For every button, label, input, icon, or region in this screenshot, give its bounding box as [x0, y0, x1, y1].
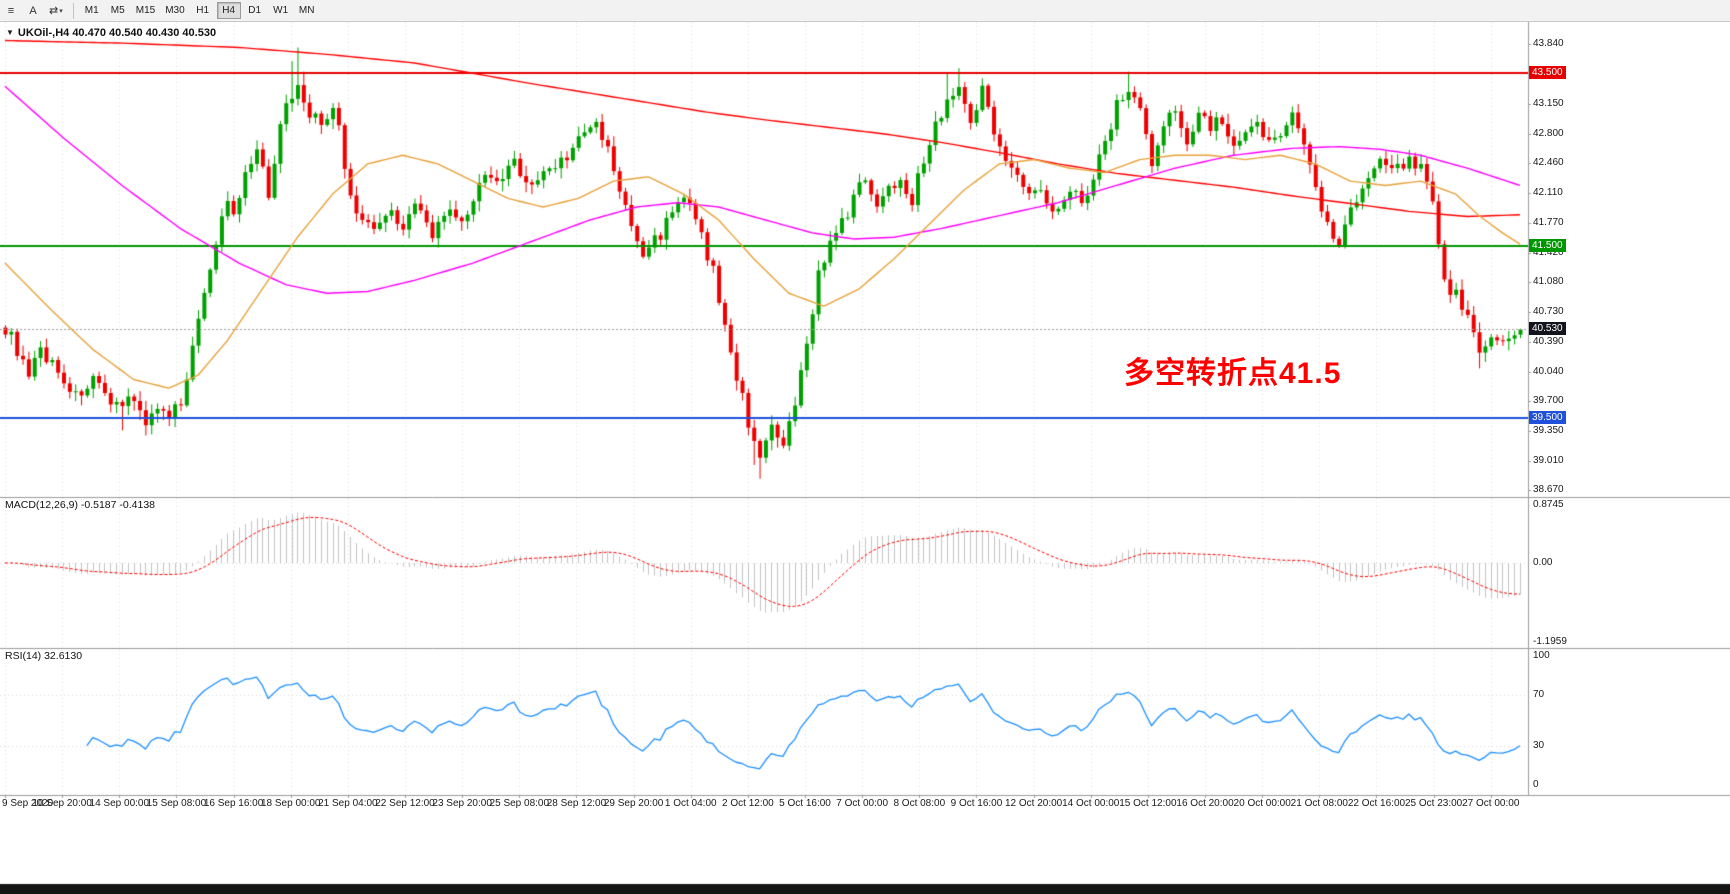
toolbar-separator: [72, 2, 74, 19]
chart-bars-icon[interactable]: ≡: [1, 2, 21, 20]
timeframe-button-h4[interactable]: H4: [216, 2, 241, 19]
timeframe-button-w1[interactable]: W1: [269, 2, 293, 19]
toolbar: ≡ A ⇄ ▾ M1 M5 M15 M30 H1 H4 D1 W1 MN: [0, 0, 1730, 22]
timeframe-button-group: M1 M5 M15 M30 H1 H4 D1 W1 MN: [79, 0, 320, 21]
price-chart-canvas[interactable]: [0, 22, 1730, 894]
chevron-down-icon: ▾: [59, 7, 63, 15]
timeframe-button-m5[interactable]: M5: [106, 2, 130, 19]
timeframe-button-mn[interactable]: MN: [295, 2, 319, 19]
timeframe-button-m30[interactable]: M30: [161, 2, 188, 19]
timeframe-button-h1[interactable]: H1: [191, 2, 215, 19]
refresh-cycle-button[interactable]: ⇄ ▾: [45, 2, 67, 20]
timeframe-button-m15[interactable]: M15: [132, 2, 159, 19]
toolbar-icon-group: ≡ A ⇄ ▾: [0, 0, 68, 21]
timeframe-button-d1[interactable]: D1: [243, 2, 267, 19]
timeframe-button-m1[interactable]: M1: [80, 2, 104, 19]
text-tool-button[interactable]: A: [23, 2, 43, 20]
